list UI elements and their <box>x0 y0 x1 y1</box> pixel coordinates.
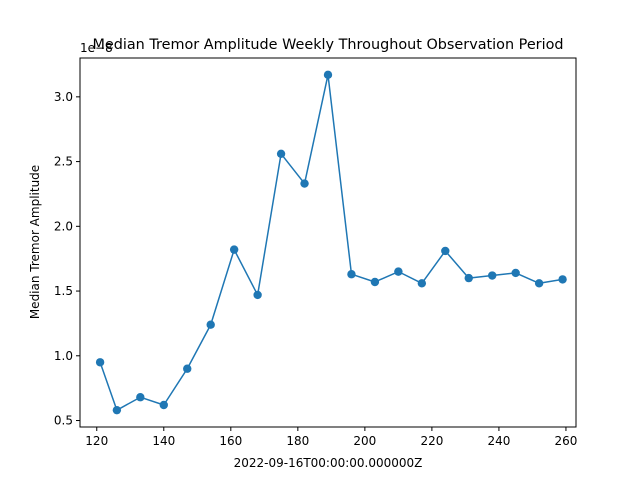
x-tick-label: 260 <box>554 434 577 448</box>
y-offset-label: 1e−8 <box>80 41 113 55</box>
data-point <box>464 273 473 283</box>
x-tick-label: 200 <box>353 434 376 448</box>
y-tick-label: 1.5 <box>54 284 73 298</box>
data-point <box>394 267 403 276</box>
data-point <box>300 179 309 188</box>
data-point <box>206 320 215 329</box>
y-tick-label: 0.5 <box>54 414 73 428</box>
y-tick-label: 2.0 <box>54 219 73 233</box>
data-point <box>558 275 567 284</box>
x-tick-label: 240 <box>487 434 510 448</box>
data-point <box>534 279 544 288</box>
data-point <box>183 364 192 373</box>
y-tick-label: 2.5 <box>54 155 73 169</box>
data-point <box>95 358 105 367</box>
data-point <box>370 277 380 287</box>
x-tick-label: 120 <box>85 434 108 448</box>
data-point <box>159 400 168 410</box>
x-tick-label: 160 <box>219 434 242 448</box>
x-tick-label: 180 <box>286 434 309 448</box>
plot-frame <box>79 57 577 428</box>
x-tick-label: 140 <box>152 434 175 448</box>
plot-marks <box>95 70 567 415</box>
y-axis-ticks: 0.5 1.0 1.5 2.0 2.5 3.0 <box>54 90 80 428</box>
x-axis-ticks: 120 140 160 180 200 220 240 260 <box>85 427 577 448</box>
data-point <box>488 271 497 280</box>
data-point <box>253 290 262 300</box>
x-axis-label: 2022-09-16T00:00:00.000000Z <box>234 456 423 470</box>
chart-title: Median Tremor Amplitude Weekly Throughou… <box>92 37 563 53</box>
y-tick-label: 3.0 <box>54 90 73 104</box>
data-point <box>136 393 145 402</box>
data-point <box>347 270 356 279</box>
x-tick-label: 220 <box>420 434 443 448</box>
data-point <box>511 268 520 278</box>
data-point <box>441 246 450 256</box>
data-point <box>229 245 239 254</box>
data-point <box>323 70 333 80</box>
data-point <box>112 405 122 415</box>
y-axis-label: Median Tremor Amplitude <box>28 165 42 319</box>
data-point <box>276 149 286 159</box>
y-tick-label: 1.0 <box>54 349 73 363</box>
data-point <box>417 279 427 288</box>
